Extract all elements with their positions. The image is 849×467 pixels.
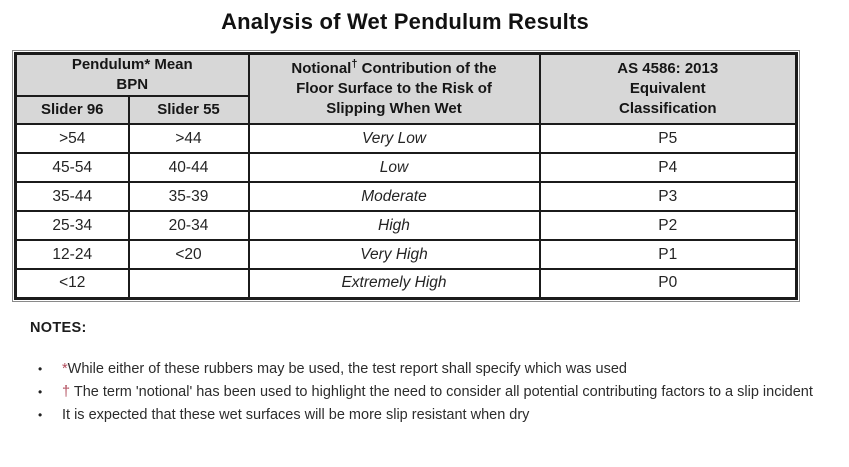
table-row: 45-54 40-44 Low P4 <box>14 152 798 183</box>
note-item: • *While either of these rubbers may be … <box>38 359 830 379</box>
slider55-cell: 20-34 <box>127 210 250 241</box>
dagger-marker: † <box>62 383 71 400</box>
classification-cell: P0 <box>538 268 798 299</box>
asterisk-marker: * <box>62 360 68 377</box>
note-item: • † The term 'notional' has been used to… <box>38 382 830 402</box>
slider96-cell: 35-44 <box>14 181 130 212</box>
classification-cell: P2 <box>538 210 798 241</box>
slider96-cell: 12-24 <box>14 239 130 270</box>
document-page: Analysis of Wet Pendulum Results Pendulu… <box>0 9 849 467</box>
slider55-cell <box>127 268 250 299</box>
table-row: 35-44 35-39 Moderate P3 <box>14 181 798 212</box>
risk-cell: Extremely High <box>247 268 541 299</box>
note-item: • It is expected that these wet surfaces… <box>38 405 830 425</box>
classification-cell: P5 <box>538 123 798 154</box>
notes-heading: NOTES: <box>30 319 87 336</box>
note-text: It is expected that these wet surfaces w… <box>62 406 530 423</box>
table-row: 25-34 20-34 High P2 <box>14 210 798 241</box>
slider96-cell: 25-34 <box>14 210 130 241</box>
slider55-cell: 40-44 <box>127 152 250 183</box>
table-row: >54 >44 Very Low P5 <box>14 123 798 154</box>
slider55-cell: >44 <box>127 123 250 154</box>
risk-cell: High <box>247 210 541 241</box>
header-as4586-classification: AS 4586: 2013 Equivalent Classification <box>538 52 798 125</box>
classification-cell: P1 <box>538 239 798 270</box>
risk-cell: Low <box>247 152 541 183</box>
header-notional-contribution: Notional† Contribution of the Floor Surfa… <box>247 52 541 125</box>
slider96-cell: 45-54 <box>14 152 130 183</box>
header-slider-96: Slider 96 <box>14 95 130 125</box>
table-row: <12 Extremely High P0 <box>14 268 798 299</box>
table-row: 12-24 <20 Very High P1 <box>14 239 798 270</box>
risk-cell: Very High <box>247 239 541 270</box>
classification-cell: P4 <box>538 152 798 183</box>
notes-section: NOTES: • *While either of these rubbers … <box>30 320 849 425</box>
classification-cell: P3 <box>538 181 798 212</box>
bullet-icon: • <box>38 361 43 376</box>
asterisk-marker: * <box>144 56 151 73</box>
risk-cell: Very Low <box>247 123 541 154</box>
bullet-icon: • <box>38 384 43 399</box>
slider96-cell: >54 <box>14 123 130 154</box>
header-row-2: Slider 96 Slider 55 <box>14 95 797 125</box>
slider96-cell: <12 <box>14 268 130 299</box>
wet-pendulum-results-table: Pendulum* Mean BPN Notional† Contribution… <box>12 50 800 302</box>
dagger-marker: † <box>351 58 358 70</box>
note-text: † The term 'notional' has been used to h… <box>62 383 813 400</box>
header-pendulum-mean-bpn: Pendulum* Mean BPN <box>14 52 250 97</box>
page-title: Analysis of Wet Pendulum Results <box>221 9 589 34</box>
risk-cell: Moderate <box>247 181 541 212</box>
slider55-cell: 35-39 <box>127 181 250 212</box>
note-text: *While either of these rubbers may be us… <box>62 360 627 377</box>
header-slider-55: Slider 55 <box>127 95 250 125</box>
bullet-icon: • <box>38 407 43 422</box>
header-row-1: Pendulum* Mean BPN Notional† Contribution… <box>14 52 798 125</box>
slider55-cell: <20 <box>127 239 250 270</box>
